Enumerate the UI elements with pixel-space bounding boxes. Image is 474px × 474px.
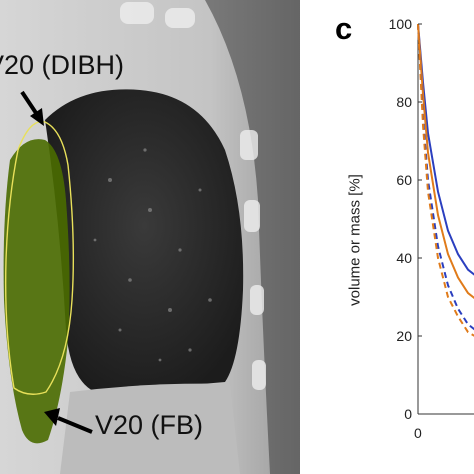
series-line-1 (417, 23, 474, 276)
lung-region (45, 89, 244, 392)
y-tick-label: 60 (396, 172, 412, 188)
diaphragm-region (60, 383, 240, 474)
dvh-plot (417, 23, 474, 415)
label-v20-fb: V20 (FB) (95, 410, 204, 440)
arrow-fb-icon (44, 408, 93, 434)
lung-texture (93, 148, 212, 362)
y-tick-label: 100 (388, 16, 412, 32)
label-v20-dibh: V20 (DIBH) (0, 50, 125, 80)
y-tick-label: 20 (396, 328, 412, 344)
panel-letter: c (335, 11, 353, 46)
ct-outer-dark (205, 0, 300, 474)
y-tick-label: 40 (396, 250, 412, 266)
chart-panel: c volume or mass [%] 0 20 40 60 80 100 0 (300, 0, 474, 474)
arrow-dibh-icon (20, 90, 44, 126)
series-layer (417, 23, 474, 337)
series-line-2 (417, 23, 474, 300)
series-line-4 (417, 23, 474, 337)
v20-dibh-contour (4, 120, 75, 395)
x-tick-label: 0 (414, 425, 422, 441)
spine-structures (120, 2, 266, 390)
series-line-3 (417, 23, 474, 331)
ct-scan-image (0, 0, 300, 474)
v20-fb-overlay (3, 139, 70, 444)
y-tick-label: 0 (404, 406, 412, 422)
ct-image-panel: V20 (DIBH) V20 (FB) (0, 0, 300, 474)
y-tick-label: 80 (396, 94, 412, 110)
